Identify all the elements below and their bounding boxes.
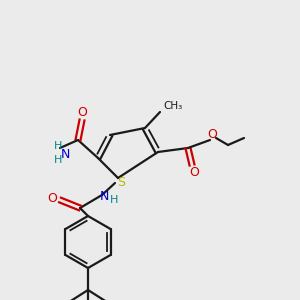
Text: O: O [207, 128, 217, 142]
Text: O: O [189, 166, 199, 178]
Text: H: H [54, 141, 62, 151]
Text: H: H [54, 155, 62, 165]
Text: S: S [117, 176, 125, 190]
Text: O: O [77, 106, 87, 118]
Text: N: N [99, 190, 109, 203]
Text: N: N [60, 148, 70, 160]
Text: CH₃: CH₃ [163, 101, 182, 111]
Text: O: O [47, 191, 57, 205]
Text: H: H [110, 195, 118, 205]
